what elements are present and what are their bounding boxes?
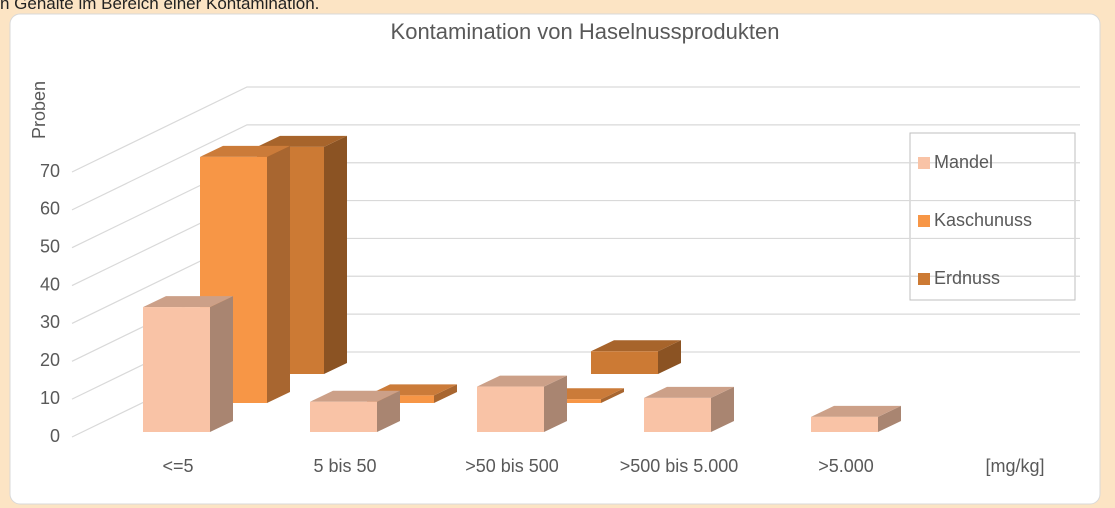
x-unit-label: [mg/kg] xyxy=(985,456,1044,476)
legend-swatch xyxy=(918,273,930,285)
y-tick-label: 40 xyxy=(40,274,60,294)
bar-face xyxy=(534,399,601,403)
bar-face xyxy=(878,405,901,432)
legend-label: Erdnuss xyxy=(934,268,1000,288)
y-axis-label: Proben xyxy=(29,81,49,139)
bar-face xyxy=(544,375,567,432)
bar-face xyxy=(601,388,624,403)
bar xyxy=(644,386,734,432)
x-tick-label: >5.000 xyxy=(818,456,874,476)
bar-face xyxy=(310,401,377,432)
bar xyxy=(811,405,901,432)
bar xyxy=(477,375,567,432)
bar xyxy=(591,340,681,374)
bar-face xyxy=(591,340,681,352)
x-tick-label: >500 bis 5.000 xyxy=(620,456,739,476)
y-tick-label: 0 xyxy=(50,426,60,446)
grid-line xyxy=(71,86,1080,173)
bar-face xyxy=(143,296,233,308)
chart-title: Kontamination von Haselnussprodukten xyxy=(391,19,780,44)
bar-face xyxy=(210,296,233,432)
bar-face xyxy=(257,135,347,147)
bar-face xyxy=(324,135,347,374)
legend-swatch xyxy=(918,215,930,227)
bar-face xyxy=(811,416,878,432)
legend-label: Kaschunuss xyxy=(934,210,1032,230)
header-note: n Gehalte im Bereich einer Kontamination… xyxy=(0,0,320,13)
x-tick-label: >50 bis 500 xyxy=(465,456,559,476)
bar-face xyxy=(811,405,901,417)
bar-face xyxy=(267,145,290,403)
y-tick-label: 60 xyxy=(40,199,60,219)
grid-line xyxy=(71,124,1080,211)
bar-face xyxy=(143,307,210,432)
bar-face xyxy=(644,397,711,432)
bar-face xyxy=(591,351,658,374)
y-tick-label: 50 xyxy=(40,236,60,256)
bar-face xyxy=(658,340,681,374)
x-tick-label: 5 bis 50 xyxy=(313,456,376,476)
bar-face xyxy=(200,145,290,157)
x-tick-label: <=5 xyxy=(162,456,193,476)
legend xyxy=(909,132,1076,301)
bar-face xyxy=(377,390,400,432)
bar-face xyxy=(711,386,734,432)
bar-face xyxy=(477,386,544,432)
bar-face xyxy=(644,386,734,398)
bar-face xyxy=(310,390,400,402)
bar-face xyxy=(367,395,434,403)
bar xyxy=(310,390,400,432)
bar-face xyxy=(477,375,567,387)
bar-face xyxy=(434,384,457,403)
y-tick-label: 10 xyxy=(40,388,60,408)
legend-label: Mandel xyxy=(934,152,993,172)
y-tick-label: 70 xyxy=(40,161,60,181)
bar xyxy=(143,296,233,432)
y-tick-label: 30 xyxy=(40,312,60,332)
legend-swatch xyxy=(918,157,930,169)
y-tick-label: 20 xyxy=(40,350,60,370)
